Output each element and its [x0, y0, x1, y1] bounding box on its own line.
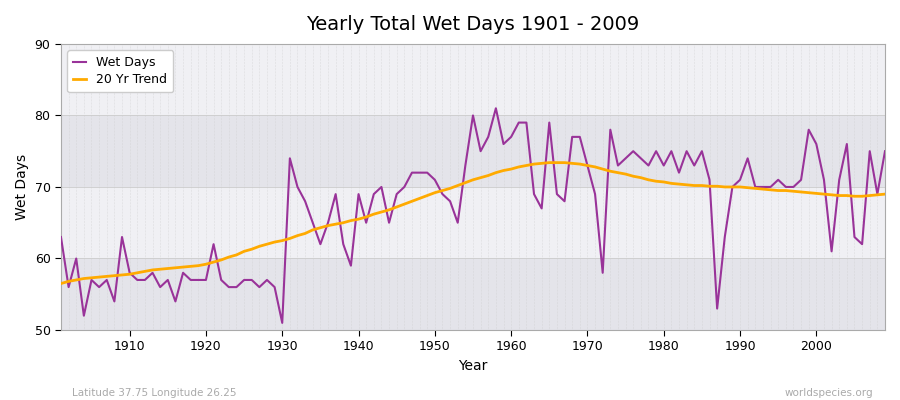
Wet Days [117, 235, 128, 240]
20 Yr Trend [498, 168, 508, 173]
20 Yr Trend [56, 281, 67, 286]
20 Yr Trend [506, 167, 517, 172]
Y-axis label: Wet Days: Wet Days [15, 154, 29, 220]
Wet Days [292, 184, 303, 189]
Wet Days [521, 120, 532, 125]
Bar [61, 116, 885, 187]
Text: worldspecies.org: worldspecies.org [785, 388, 873, 398]
Line: Wet Days: Wet Days [61, 108, 885, 323]
Line: 20 Yr Trend: 20 Yr Trend [61, 163, 885, 284]
Wet Days [513, 120, 524, 125]
Wet Days [879, 149, 890, 154]
Legend: Wet Days, 20 Yr Trend: Wet Days, 20 Yr Trend [68, 50, 173, 92]
Bar [61, 44, 885, 116]
20 Yr Trend [544, 160, 554, 165]
20 Yr Trend [117, 272, 128, 277]
20 Yr Trend [879, 192, 890, 196]
Text: Latitude 37.75 Longitude 26.25: Latitude 37.75 Longitude 26.25 [72, 388, 237, 398]
Wet Days [277, 320, 288, 325]
Wet Days [338, 242, 348, 246]
Wet Days [613, 163, 624, 168]
20 Yr Trend [605, 169, 616, 174]
X-axis label: Year: Year [458, 359, 488, 373]
Wet Days [491, 106, 501, 111]
20 Yr Trend [330, 222, 341, 226]
Bar [61, 187, 885, 258]
Title: Yearly Total Wet Days 1901 - 2009: Yearly Total Wet Days 1901 - 2009 [306, 15, 640, 34]
Wet Days [56, 235, 67, 240]
Bar [61, 258, 885, 330]
20 Yr Trend [284, 236, 295, 241]
